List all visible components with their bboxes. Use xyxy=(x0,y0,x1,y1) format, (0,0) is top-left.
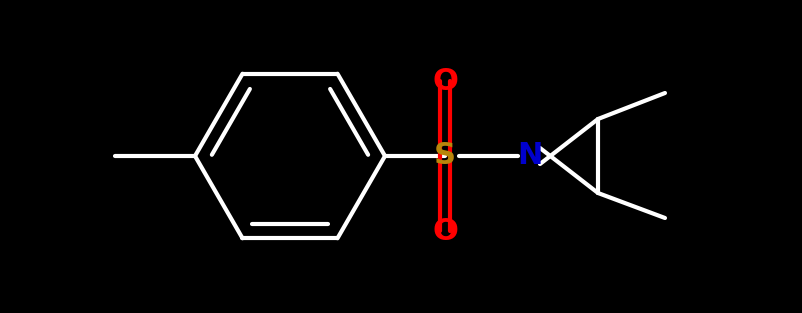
Text: S: S xyxy=(433,141,456,171)
Text: O: O xyxy=(431,66,457,95)
Text: N: N xyxy=(516,141,542,171)
Text: O: O xyxy=(431,217,457,245)
